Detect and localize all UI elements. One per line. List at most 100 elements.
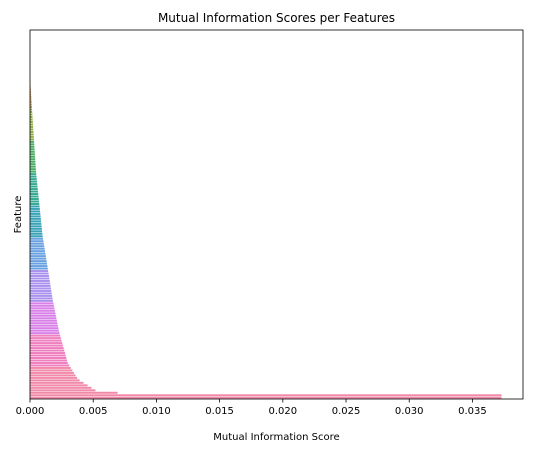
bar — [30, 118, 33, 121]
x-axis-title: Mutual Information Score — [213, 432, 339, 443]
bar — [30, 369, 73, 372]
bar — [30, 294, 53, 297]
bar — [30, 193, 39, 196]
bar — [30, 317, 57, 320]
bar — [30, 352, 66, 355]
bar — [30, 334, 61, 337]
bar — [30, 123, 33, 126]
bar — [30, 376, 78, 379]
bar — [30, 96, 32, 99]
bar — [30, 230, 43, 233]
bar — [30, 379, 80, 382]
bar — [30, 255, 46, 258]
plot-frame — [29, 29, 524, 400]
bar — [30, 207, 40, 210]
bar — [30, 381, 84, 384]
bar — [30, 237, 44, 240]
bar — [30, 200, 40, 203]
bar — [30, 299, 53, 302]
bar — [30, 130, 34, 133]
bar — [30, 158, 36, 161]
bar — [30, 232, 43, 235]
bar — [30, 374, 76, 377]
bar — [30, 344, 63, 347]
bar — [30, 282, 51, 285]
bar — [30, 153, 35, 156]
bar — [30, 275, 49, 278]
bar — [30, 175, 37, 178]
bar — [30, 235, 43, 238]
bar — [30, 178, 37, 181]
bar — [30, 262, 47, 265]
bar — [30, 155, 36, 158]
bar — [30, 272, 49, 275]
x-axis-ticks: 0.000 0.005 0.010 0.015 0.020 0.025 0.030 0.035 — [16, 399, 487, 417]
bar — [30, 292, 52, 295]
bar — [30, 337, 61, 340]
bar — [30, 140, 35, 143]
bar — [30, 217, 41, 220]
bar — [30, 386, 92, 389]
bar — [30, 284, 51, 287]
bar — [30, 185, 38, 188]
bar — [30, 270, 49, 273]
bar — [30, 98, 32, 101]
bar — [30, 260, 47, 263]
bar — [30, 252, 46, 255]
bar — [30, 324, 58, 327]
bar — [30, 242, 44, 245]
bar — [30, 227, 42, 230]
bar — [30, 180, 37, 183]
bar — [30, 143, 35, 146]
bar — [30, 371, 74, 374]
bar — [30, 106, 32, 109]
bar — [30, 212, 41, 215]
bar — [30, 304, 54, 307]
bar — [30, 347, 64, 350]
bar — [30, 135, 34, 138]
bar — [30, 111, 33, 114]
bar — [30, 391, 118, 394]
x-tick-label: 0.025 — [332, 406, 361, 417]
bar — [30, 128, 34, 131]
x-tick-label: 0.015 — [205, 406, 234, 417]
bar — [30, 327, 59, 330]
bar — [30, 389, 96, 392]
bar — [30, 225, 42, 228]
bar — [30, 197, 39, 200]
bar — [30, 145, 35, 148]
bar — [30, 222, 42, 225]
bar — [30, 309, 55, 312]
bar — [30, 250, 46, 253]
bar — [30, 170, 36, 173]
bar — [30, 339, 62, 342]
bar — [30, 205, 40, 208]
bar — [30, 188, 38, 191]
bar — [30, 359, 68, 362]
bar — [30, 91, 31, 94]
bar — [30, 148, 35, 151]
bar — [30, 240, 44, 243]
bar — [30, 394, 502, 397]
bar — [30, 314, 56, 317]
bar — [30, 150, 35, 153]
bar — [30, 183, 38, 186]
x-tick-label: 0.030 — [395, 406, 424, 417]
bar — [30, 173, 37, 176]
bar — [30, 302, 54, 305]
bar — [30, 329, 59, 332]
bar — [30, 160, 36, 163]
bar — [30, 215, 41, 218]
bar — [30, 361, 68, 364]
bar — [30, 366, 71, 369]
bar — [30, 247, 45, 250]
bar — [30, 93, 32, 96]
bar — [30, 297, 53, 300]
bar — [30, 265, 48, 268]
x-tick-label: 0.000 — [16, 406, 45, 417]
bar — [30, 210, 41, 213]
bar — [30, 125, 34, 128]
bar — [30, 364, 70, 367]
bar — [30, 163, 36, 166]
bar — [30, 120, 33, 123]
